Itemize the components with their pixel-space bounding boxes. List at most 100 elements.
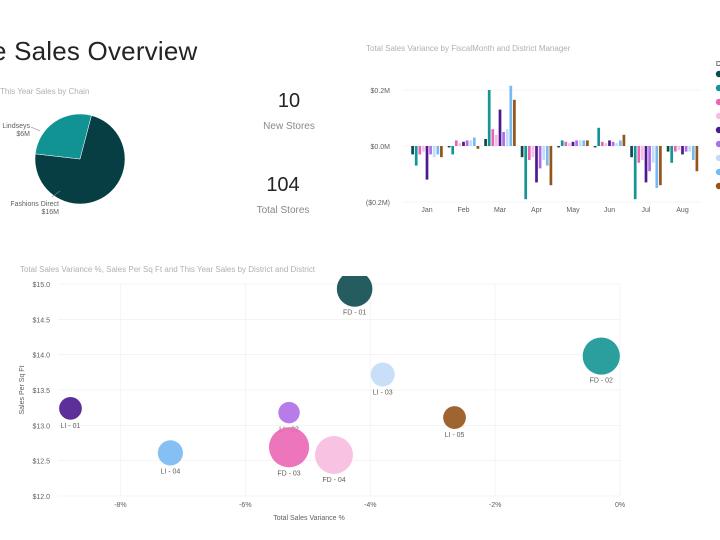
bar-legend-marker-1[interactable] xyxy=(715,84,720,92)
bar-mar-8[interactable] xyxy=(513,99,516,146)
bar-aug-5[interactable] xyxy=(684,146,688,152)
bar-jul-5[interactable] xyxy=(648,146,651,172)
bar-apr-1[interactable] xyxy=(524,146,528,200)
bar-jan-3[interactable] xyxy=(422,146,425,152)
bubble-li-02[interactable] xyxy=(278,401,300,424)
bar-apr-3[interactable] xyxy=(531,146,535,158)
bar-may-0[interactable] xyxy=(557,146,560,148)
bar-jul-1[interactable] xyxy=(633,146,637,200)
scatter-chart[interactable]: $15.0 $14.5 $14.0 $13.5 $13.0 $12.5 $12.0 -8% -6… xyxy=(0,276,720,540)
bar-apr-2[interactable] xyxy=(527,146,531,160)
bar-jun-4[interactable] xyxy=(608,140,611,146)
bar-jul-7[interactable] xyxy=(655,146,659,188)
bar-feb-4[interactable] xyxy=(462,141,465,146)
bar-apr-0[interactable] xyxy=(520,146,524,158)
bubble-fd-02[interactable] xyxy=(582,337,620,375)
pie-slice-fashions-direct[interactable] xyxy=(34,115,126,205)
bar-jan-4[interactable] xyxy=(425,146,429,180)
bar-jan-8[interactable] xyxy=(440,146,443,158)
bar-legend-marker-5[interactable] xyxy=(715,140,720,148)
bar-jun-2[interactable] xyxy=(600,141,604,146)
bar-may-4[interactable] xyxy=(571,141,575,146)
bar-jul-6[interactable] xyxy=(651,146,655,163)
bubble-li-01[interactable] xyxy=(59,396,82,420)
bar-jun-0[interactable] xyxy=(593,146,597,148)
bar-may-8[interactable] xyxy=(586,140,589,146)
bar-legend-marker-7[interactable] xyxy=(715,168,720,176)
bar-feb-3[interactable] xyxy=(458,143,462,146)
pie-chart[interactable]: Lindseys$6M Fashions Direct$16M xyxy=(0,100,150,230)
bar-apr-7[interactable] xyxy=(545,146,549,166)
bubble-li-03[interactable] xyxy=(370,362,395,387)
total-stores-card[interactable]: 104 Total Stores xyxy=(228,174,338,216)
bar-feb-5[interactable] xyxy=(465,140,469,146)
bar-mar-3[interactable] xyxy=(495,134,498,146)
bar-jan-0[interactable] xyxy=(411,146,414,155)
bar-legend-marker-0[interactable] xyxy=(715,70,720,78)
bar-aug-8[interactable] xyxy=(695,146,699,172)
bubble-fd-01[interactable] xyxy=(336,276,373,307)
bar-jun-6[interactable] xyxy=(615,143,619,146)
bar-jul-8[interactable] xyxy=(659,146,662,186)
bar-may-3[interactable] xyxy=(568,143,571,146)
bar-aug-1[interactable] xyxy=(670,146,674,163)
bar-mar-2[interactable] xyxy=(491,129,495,146)
bar-jun-5[interactable] xyxy=(611,141,615,146)
bar-apr-8[interactable] xyxy=(549,146,553,186)
bar-may-7[interactable] xyxy=(582,140,586,146)
bar-aug-3[interactable] xyxy=(677,146,681,151)
bubble-label-li-05: LI - 05 xyxy=(445,432,465,439)
bar-aug-4[interactable] xyxy=(681,146,684,155)
bar-legend-marker-8[interactable] xyxy=(715,182,720,190)
bar-aug-7[interactable] xyxy=(691,146,695,160)
bar-mar-6[interactable] xyxy=(505,129,509,146)
new-stores-card[interactable]: 10 New Stores xyxy=(234,90,344,132)
bar-may-5[interactable] xyxy=(575,140,578,146)
bar-may-1[interactable] xyxy=(560,140,564,146)
bubble-fd-04[interactable] xyxy=(315,436,353,474)
bar-feb-0[interactable] xyxy=(447,146,451,148)
bar-jan-6[interactable] xyxy=(432,146,436,158)
bar-apr-5[interactable] xyxy=(538,146,542,169)
bar-jul-3[interactable] xyxy=(641,146,644,160)
bubble-fd-03[interactable] xyxy=(268,427,310,468)
bar-apr-6[interactable] xyxy=(542,146,546,160)
bar-jan-1[interactable] xyxy=(414,146,418,166)
bar-mar-4[interactable] xyxy=(498,109,502,146)
bar-legend-marker-3[interactable] xyxy=(715,112,720,120)
bar-aug-6[interactable] xyxy=(688,146,692,152)
bar-feb-7[interactable] xyxy=(472,137,476,146)
bubble-li-04[interactable] xyxy=(157,440,183,466)
bar-legend-marker-2[interactable] xyxy=(715,98,720,106)
variance-bar-chart[interactable]: $0.2M $0.0M ($0.2M) Jan Feb Mar Apr May Jun Jul Au… xyxy=(350,56,720,226)
bar-jun-8[interactable] xyxy=(622,134,626,146)
bar-jun-7[interactable] xyxy=(618,140,622,146)
bar-aug-0[interactable] xyxy=(666,146,670,152)
bar-mar-7[interactable] xyxy=(509,85,513,146)
bar-feb-8[interactable] xyxy=(476,146,480,149)
bar-aug-2[interactable] xyxy=(673,146,677,152)
bar-jun-1[interactable] xyxy=(597,127,601,146)
bar-jan-2[interactable] xyxy=(418,146,422,155)
bar-jul-2[interactable] xyxy=(637,146,641,163)
bubble-li-05[interactable] xyxy=(443,406,466,429)
bar-apr-4[interactable] xyxy=(535,146,538,183)
bar-mar-0[interactable] xyxy=(484,139,487,146)
bar-jan-7[interactable] xyxy=(436,146,440,155)
bar-jul-4[interactable] xyxy=(644,146,648,183)
bar-x-tick-label: Aug xyxy=(676,207,689,214)
bar-legend-marker-4[interactable] xyxy=(715,126,720,134)
bar-jun-3[interactable] xyxy=(604,143,608,146)
total-stores-value: 104 xyxy=(266,174,300,196)
bar-may-6[interactable] xyxy=(578,140,582,146)
bar-legend-marker-6[interactable] xyxy=(715,154,720,162)
pie-slice-lindseys[interactable] xyxy=(35,113,92,160)
bar-jan-5[interactable] xyxy=(429,146,432,155)
bar-mar-5[interactable] xyxy=(502,132,505,146)
bar-feb-2[interactable] xyxy=(454,140,458,146)
bar-jul-0[interactable] xyxy=(630,146,633,158)
bar-may-2[interactable] xyxy=(564,141,568,146)
bar-feb-1[interactable] xyxy=(451,146,455,155)
bar-feb-6[interactable] xyxy=(469,140,473,146)
bar-mar-1[interactable] xyxy=(487,90,491,146)
